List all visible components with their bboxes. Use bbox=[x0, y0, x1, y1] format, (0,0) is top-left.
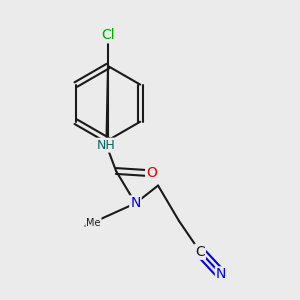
Text: O: O bbox=[146, 166, 157, 180]
Text: N: N bbox=[216, 267, 226, 281]
Text: NH: NH bbox=[97, 139, 116, 152]
Text: Cl: Cl bbox=[101, 28, 115, 42]
Text: C: C bbox=[195, 245, 205, 259]
Text: N: N bbox=[130, 196, 141, 210]
Text: Me: Me bbox=[86, 218, 101, 228]
